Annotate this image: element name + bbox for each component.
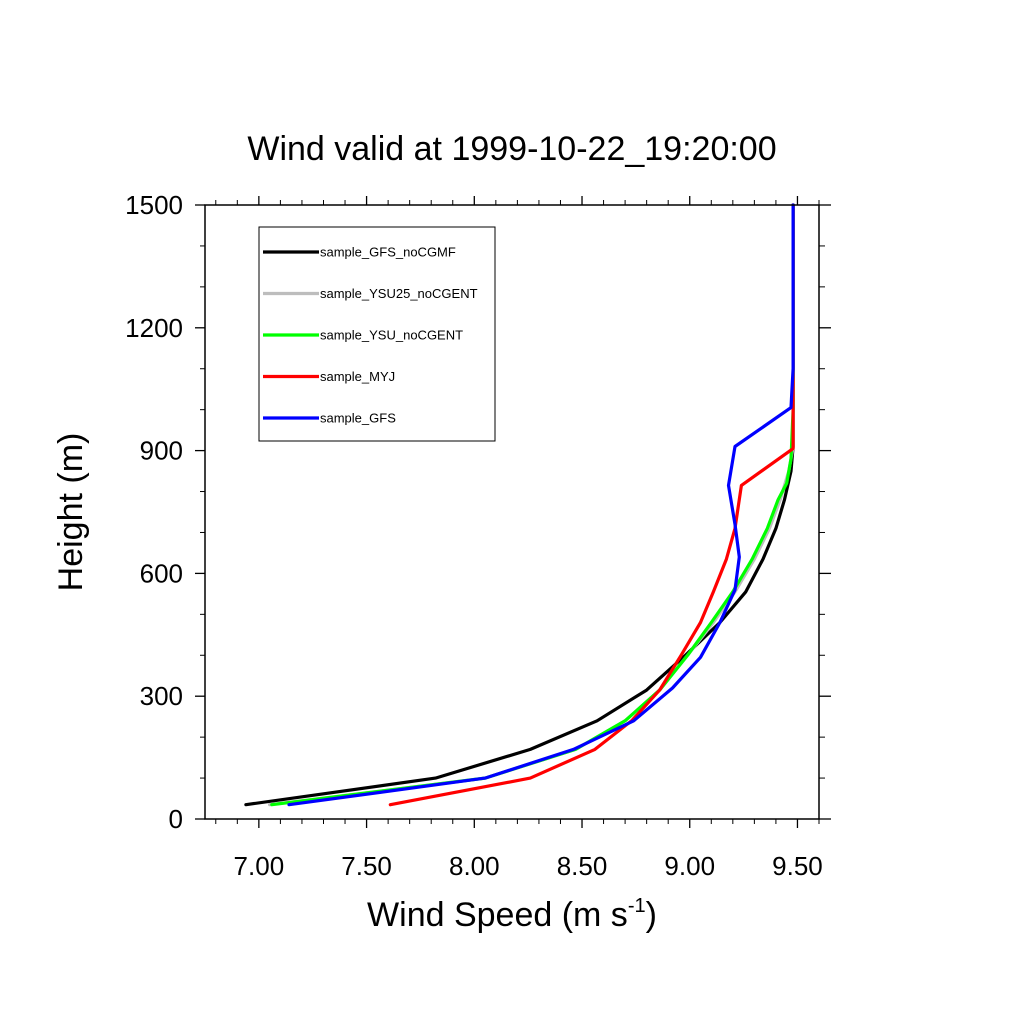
x-axis-label: Wind Speed (m s-1) [367, 895, 657, 934]
x-tick-label: 8.00 [449, 851, 500, 881]
legend-label: sample_MYJ [320, 369, 395, 384]
y-tick-label: 600 [140, 558, 183, 588]
x-tick-label: 7.50 [341, 851, 392, 881]
y-tick-label: 300 [140, 681, 183, 711]
legend-label: sample_GFS_noCGMF [320, 245, 456, 260]
x-tick-label: 9.50 [772, 851, 823, 881]
y-tick-label: 1500 [125, 190, 183, 220]
x-tick-label: 9.00 [664, 851, 715, 881]
plot-frame [204, 204, 820, 820]
y-tick-label: 1200 [125, 313, 183, 343]
plot-lines [244, 203, 795, 807]
legend-label: sample_GFS [320, 411, 396, 426]
legend: sample_GFS_noCGMF sample_YSU25_noCGENTsam… [258, 226, 496, 442]
y-tick-label: 900 [140, 436, 183, 466]
series-line-4 [287, 203, 795, 807]
x-tick-label: 7.00 [234, 851, 285, 881]
chart-title: Wind valid at 1999-10-22_19:20:00 [247, 130, 776, 168]
x-tick-label: 8.50 [557, 851, 608, 881]
x-axis-label-close: ) [646, 896, 657, 934]
y-axis-label: Height (m) [52, 433, 90, 592]
x-axis-label-main: Wind Speed (m s [367, 896, 628, 934]
y-tick-label: 0 [169, 804, 183, 834]
axis-ticks: 7.00 7.50 8.00 8.50 9.00 9.50 0 300 600 900 1200 15… [125, 190, 831, 881]
legend-label: sample_YSU25_noCGENT [320, 286, 478, 301]
legend-label: sample_YSU_noCGENT [320, 328, 463, 343]
x-axis-label-superscript: -1 [628, 895, 646, 917]
